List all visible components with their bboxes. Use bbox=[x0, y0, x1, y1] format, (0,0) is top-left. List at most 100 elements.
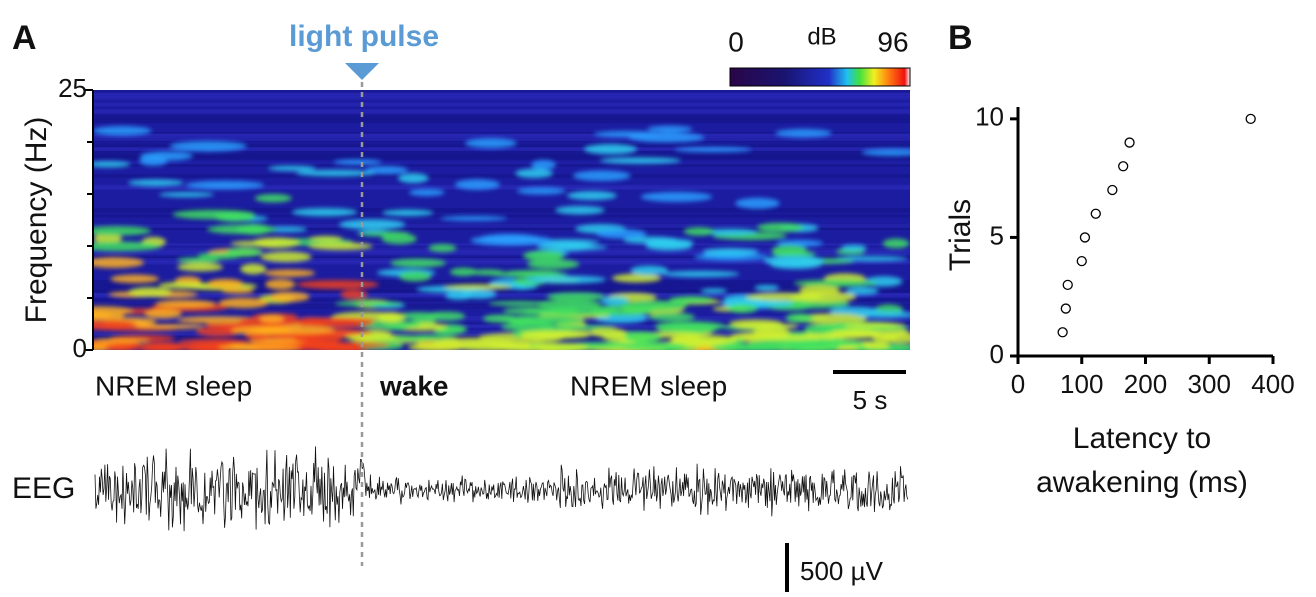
power-blob bbox=[662, 270, 740, 278]
texture bbox=[93, 260, 910, 265]
x-tick-label: 0 bbox=[1011, 369, 1025, 399]
y-axis-label: Trials bbox=[944, 199, 977, 271]
texture bbox=[93, 102, 910, 107]
y-tick-label: 0 bbox=[73, 333, 87, 363]
texture bbox=[93, 174, 910, 178]
power-blob bbox=[624, 331, 662, 343]
power-blob bbox=[213, 211, 256, 222]
y-axis-label: Frequency (Hz) bbox=[20, 117, 53, 324]
point bbox=[1060, 303, 1071, 314]
power-blob bbox=[669, 296, 714, 304]
power-blob bbox=[93, 257, 145, 269]
power-blob bbox=[185, 180, 265, 190]
power-blob bbox=[488, 301, 550, 307]
trace-label: EEG bbox=[12, 472, 75, 505]
power-blob bbox=[628, 132, 705, 143]
power-blob bbox=[269, 291, 310, 302]
power-blob bbox=[225, 247, 263, 257]
power-blob bbox=[567, 191, 617, 201]
point bbox=[1079, 232, 1091, 243]
power-blob bbox=[176, 316, 259, 324]
power-blob bbox=[753, 327, 791, 338]
y-tick-label: 25 bbox=[58, 73, 87, 103]
power-blob bbox=[524, 307, 579, 315]
power-blob bbox=[693, 252, 769, 261]
colorbar-label: dB bbox=[807, 23, 836, 50]
power-blob bbox=[127, 179, 184, 187]
power-blob bbox=[841, 244, 867, 251]
power-blob bbox=[531, 342, 590, 350]
power-blob bbox=[611, 273, 662, 283]
power-blob bbox=[93, 226, 151, 236]
power-blob bbox=[464, 138, 517, 149]
power-blob bbox=[295, 169, 376, 177]
power-blob bbox=[531, 159, 556, 170]
power-blob bbox=[521, 331, 566, 342]
texture bbox=[93, 150, 910, 155]
texture bbox=[93, 226, 910, 231]
x-tick-label: 200 bbox=[1124, 369, 1167, 399]
power-blob bbox=[674, 146, 752, 153]
texture bbox=[93, 304, 910, 309]
power-blob bbox=[654, 321, 726, 332]
power-blob bbox=[397, 173, 429, 184]
power-blob bbox=[763, 255, 825, 266]
state-label: NREM sleep bbox=[570, 370, 727, 401]
spectral-power bbox=[93, 125, 910, 350]
power-blob bbox=[428, 243, 457, 253]
power-blob bbox=[340, 289, 368, 300]
power-blob bbox=[845, 287, 879, 295]
point bbox=[1090, 208, 1101, 219]
power-blob bbox=[93, 311, 111, 321]
power-blob bbox=[480, 233, 540, 244]
spectrogram bbox=[93, 90, 910, 350]
power-blob bbox=[158, 192, 215, 198]
power-blob bbox=[298, 317, 374, 328]
power-blob bbox=[381, 233, 417, 245]
texture bbox=[93, 288, 910, 294]
point bbox=[1062, 279, 1073, 291]
power-blob bbox=[787, 338, 865, 347]
power-blob bbox=[93, 125, 152, 136]
power-blob bbox=[501, 315, 585, 325]
power-blob bbox=[93, 161, 131, 168]
power-blob bbox=[712, 343, 778, 350]
power-blob bbox=[503, 270, 562, 277]
power-blob bbox=[864, 344, 890, 350]
texture bbox=[93, 322, 910, 325]
power-blob bbox=[240, 263, 267, 275]
state-label: wake bbox=[379, 370, 449, 401]
power-blob bbox=[793, 279, 878, 287]
power-blob bbox=[264, 269, 316, 277]
power-blob bbox=[522, 250, 565, 262]
x-tick-label: 400 bbox=[1251, 369, 1294, 399]
power-blob bbox=[252, 237, 300, 249]
power-blob bbox=[93, 320, 136, 327]
texture bbox=[93, 214, 910, 218]
texture bbox=[93, 186, 910, 190]
power-blob bbox=[309, 235, 343, 242]
power-blob bbox=[701, 228, 758, 236]
power-blob bbox=[136, 324, 204, 330]
power-blob bbox=[258, 314, 285, 323]
power-blob bbox=[599, 157, 681, 164]
power-blob bbox=[546, 292, 606, 302]
x-tick-label: 100 bbox=[1060, 369, 1103, 399]
power-blob bbox=[454, 179, 501, 190]
power-blob bbox=[291, 207, 358, 217]
power-blob bbox=[207, 278, 244, 289]
texture bbox=[93, 209, 910, 213]
colorbar bbox=[729, 67, 911, 87]
power-blob bbox=[408, 188, 445, 197]
power-blob bbox=[158, 281, 208, 289]
texture bbox=[93, 109, 910, 114]
power-blob bbox=[308, 242, 373, 250]
power-blob bbox=[218, 297, 269, 309]
power-blob bbox=[169, 140, 247, 152]
power-blob bbox=[149, 343, 199, 350]
power-blob bbox=[861, 148, 910, 156]
time-scale-label: 5 s bbox=[853, 385, 888, 415]
power-blob bbox=[882, 238, 910, 249]
power-blob bbox=[727, 304, 758, 314]
texture bbox=[93, 118, 910, 124]
